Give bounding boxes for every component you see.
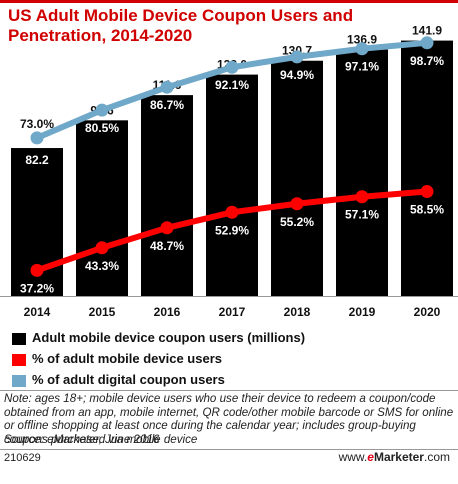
point-mobile-share-2020 bbox=[420, 185, 434, 199]
point-digital-share-2018 bbox=[290, 50, 304, 64]
x-tick-label-2016: 2016 bbox=[154, 305, 181, 319]
legend-swatch-digital-share bbox=[12, 375, 26, 387]
chart-id: 210629 bbox=[4, 452, 41, 464]
footer-divider bbox=[0, 449, 458, 450]
point-digital-share-2016 bbox=[160, 80, 174, 94]
data-label-digital-share-2019: 97.1% bbox=[345, 60, 379, 74]
bar-2018 bbox=[271, 60, 323, 296]
bar-2017 bbox=[206, 74, 258, 296]
point-digital-share-2020 bbox=[420, 36, 434, 50]
x-tick-label-2017: 2017 bbox=[219, 305, 246, 319]
brand-url: www.eMarketer.com bbox=[339, 450, 450, 464]
legend-swatch-mobile-share bbox=[12, 354, 26, 366]
point-digital-share-2015 bbox=[95, 103, 109, 117]
top-accent-rule bbox=[0, 0, 458, 3]
data-label-mobile-share-2016: 48.7% bbox=[150, 239, 184, 253]
point-digital-share-2019 bbox=[355, 42, 369, 56]
data-label-digital-share-2017: 92.1% bbox=[215, 78, 249, 92]
data-label-mobile-share-2017: 52.9% bbox=[215, 223, 249, 237]
bar-2015 bbox=[76, 120, 128, 296]
point-mobile-share-2018 bbox=[290, 197, 304, 211]
data-label-mobile-share-2020: 58.5% bbox=[410, 203, 444, 217]
x-tick-label-2018: 2018 bbox=[284, 305, 311, 319]
point-digital-share-2014 bbox=[30, 131, 44, 145]
point-mobile-share-2014 bbox=[30, 263, 44, 277]
data-label-digital-share-2014: 73.0% bbox=[20, 117, 54, 131]
brand-name: Marketer bbox=[373, 450, 424, 464]
legend-swatch-bars bbox=[12, 333, 26, 345]
bar-value-label-2014: 82.2 bbox=[25, 153, 49, 167]
legend-label-bars: Adult mobile device coupon users (millio… bbox=[32, 330, 306, 345]
x-tick-label-2019: 2019 bbox=[349, 305, 376, 319]
bar-2020 bbox=[401, 40, 453, 296]
point-mobile-share-2017 bbox=[225, 205, 239, 219]
legend-item-mobile-share: % of adult mobile device users bbox=[12, 350, 452, 371]
data-label-digital-share-2015: 80.5% bbox=[85, 121, 119, 135]
note-divider bbox=[0, 390, 458, 391]
legend-item-bars: Adult mobile device coupon users (millio… bbox=[12, 329, 452, 350]
data-label-mobile-share-2015: 43.3% bbox=[85, 259, 119, 273]
point-mobile-share-2015 bbox=[95, 241, 109, 255]
legend: Adult mobile device coupon users (millio… bbox=[12, 329, 452, 392]
data-label-digital-share-2018: 94.9% bbox=[280, 68, 314, 82]
point-mobile-share-2019 bbox=[355, 190, 369, 204]
x-tick-label-2014: 2014 bbox=[24, 305, 51, 319]
data-label-digital-share-2016: 86.7% bbox=[150, 98, 184, 112]
bar-value-label-2020: 141.9 bbox=[412, 24, 442, 38]
legend-label-mobile-share: % of adult mobile device users bbox=[32, 351, 222, 366]
data-label-mobile-share-2014: 37.2% bbox=[20, 281, 54, 295]
brand-prefix: www. bbox=[338, 450, 368, 464]
point-digital-share-2017 bbox=[225, 60, 239, 74]
bar-2016 bbox=[141, 95, 193, 297]
legend-label-digital-share: % of adult digital coupon users bbox=[32, 372, 225, 387]
bar-value-label-2019: 136.9 bbox=[347, 33, 377, 47]
data-label-mobile-share-2018: 55.2% bbox=[280, 215, 314, 229]
chart-title: US Adult Mobile Device Coupon Users and … bbox=[8, 6, 354, 45]
brand-e: e bbox=[367, 450, 374, 464]
data-label-mobile-share-2019: 57.1% bbox=[345, 208, 379, 222]
data-label-digital-share-2020: 98.7% bbox=[410, 54, 444, 68]
bar-2019 bbox=[336, 49, 388, 296]
brand-suffix: .com bbox=[423, 450, 450, 464]
x-tick-label-2015: 2015 bbox=[89, 305, 116, 319]
legend-item-digital-share: % of adult digital coupon users bbox=[12, 371, 452, 392]
chart-note: Note: ages 18+; mobile device users who … bbox=[4, 392, 454, 446]
combo-chart: 82.2201497.62015111.62016123.02017130.72… bbox=[0, 24, 458, 319]
point-mobile-share-2016 bbox=[160, 221, 174, 235]
chart-source: Source: eMarketer, June 2016 bbox=[4, 433, 160, 446]
x-tick-label-2020: 2020 bbox=[414, 305, 441, 319]
